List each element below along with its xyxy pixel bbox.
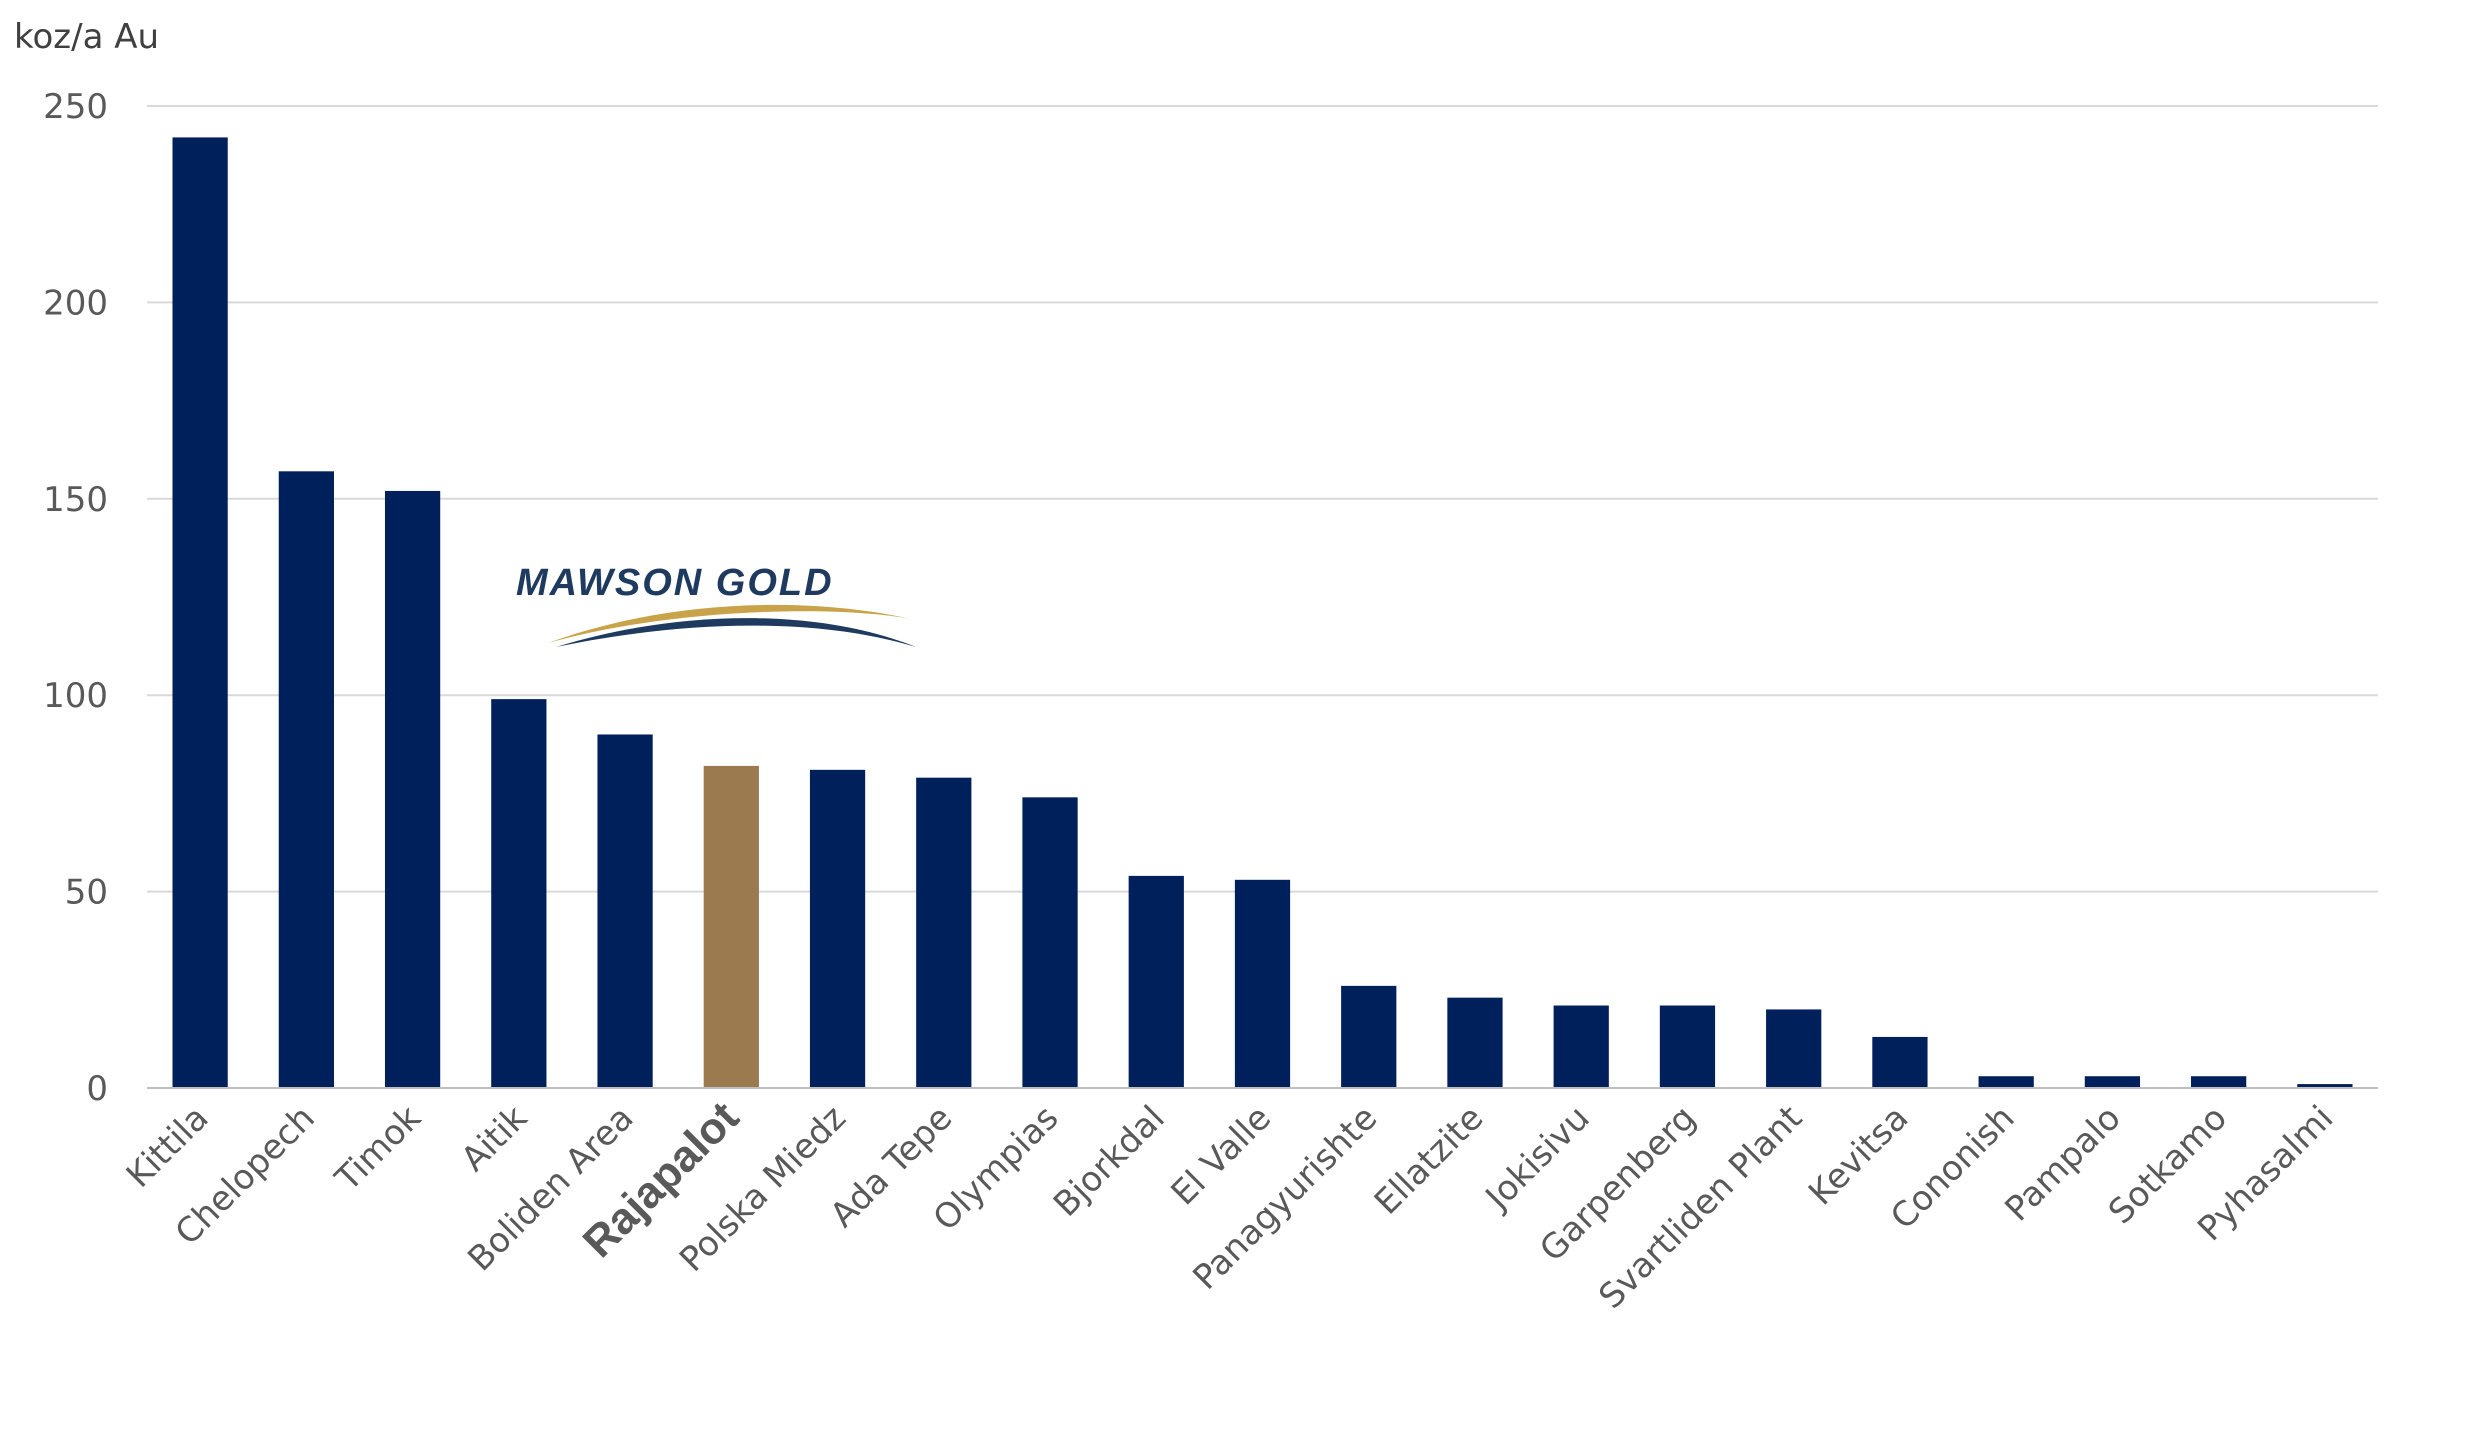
logo-wordmark: MAWSON GOLD xyxy=(516,562,834,604)
gridlines xyxy=(147,105,2378,893)
bar-boliden-area xyxy=(597,734,653,1088)
bar-polska-miedz xyxy=(809,769,866,1088)
bar-olympias xyxy=(1022,797,1078,1088)
bar-chelopech xyxy=(278,471,334,1089)
y-tick-label: 250 xyxy=(43,87,108,127)
bar-aitik xyxy=(491,699,547,1088)
x-tick-label: Timok xyxy=(327,1098,429,1200)
y-tick-label: 200 xyxy=(43,283,108,323)
y-tick-label: 150 xyxy=(43,480,108,520)
bars xyxy=(172,137,2353,1089)
y-tick-label: 100 xyxy=(43,676,108,716)
bar-bjorkdal xyxy=(1128,875,1184,1088)
bar-ellatzite xyxy=(1447,997,1503,1088)
logo-swoosh-gold xyxy=(548,604,916,643)
bar-cononish xyxy=(1978,1076,2034,1088)
bar-sotkamo xyxy=(2191,1076,2247,1088)
bar-timok xyxy=(384,490,441,1089)
x-tick-label: Svartliden Plant xyxy=(1591,1098,1810,1317)
bar-kittila xyxy=(172,137,228,1088)
bar-ada-tepe xyxy=(916,777,972,1088)
bar-garpenberg xyxy=(1659,1005,1716,1088)
logo-swoosh-navy xyxy=(556,618,916,647)
bar-pyhasalmi xyxy=(2297,1084,2353,1088)
mawson-gold-logo: MAWSON GOLD xyxy=(516,562,916,647)
y-tick-labels: 0 50 100 150 200 250 xyxy=(43,87,108,1109)
bar-el-valle xyxy=(1234,879,1291,1088)
bar-jokisivu xyxy=(1553,1005,1609,1088)
x-tick-label: Panagyurishte xyxy=(1185,1098,1385,1298)
bar-svartliden-plant xyxy=(1766,1009,1822,1088)
bar-kevitsa xyxy=(1872,1036,1928,1088)
y-axis-unit-label: koz/a Au xyxy=(14,17,159,57)
x-tick-label: Ellatzite xyxy=(1367,1098,1492,1223)
bar-rajapalot xyxy=(703,765,759,1088)
bar-panagyurishte xyxy=(1341,985,1397,1088)
x-tick-label: Aitik xyxy=(454,1098,536,1180)
bar-pampalo xyxy=(2084,1076,2141,1088)
x-tick-label: Kittila xyxy=(119,1098,217,1196)
y-tick-label: 0 xyxy=(86,1069,108,1109)
x-tick-label: Bjorkdal xyxy=(1046,1098,1173,1225)
y-tick-label: 50 xyxy=(65,873,108,913)
